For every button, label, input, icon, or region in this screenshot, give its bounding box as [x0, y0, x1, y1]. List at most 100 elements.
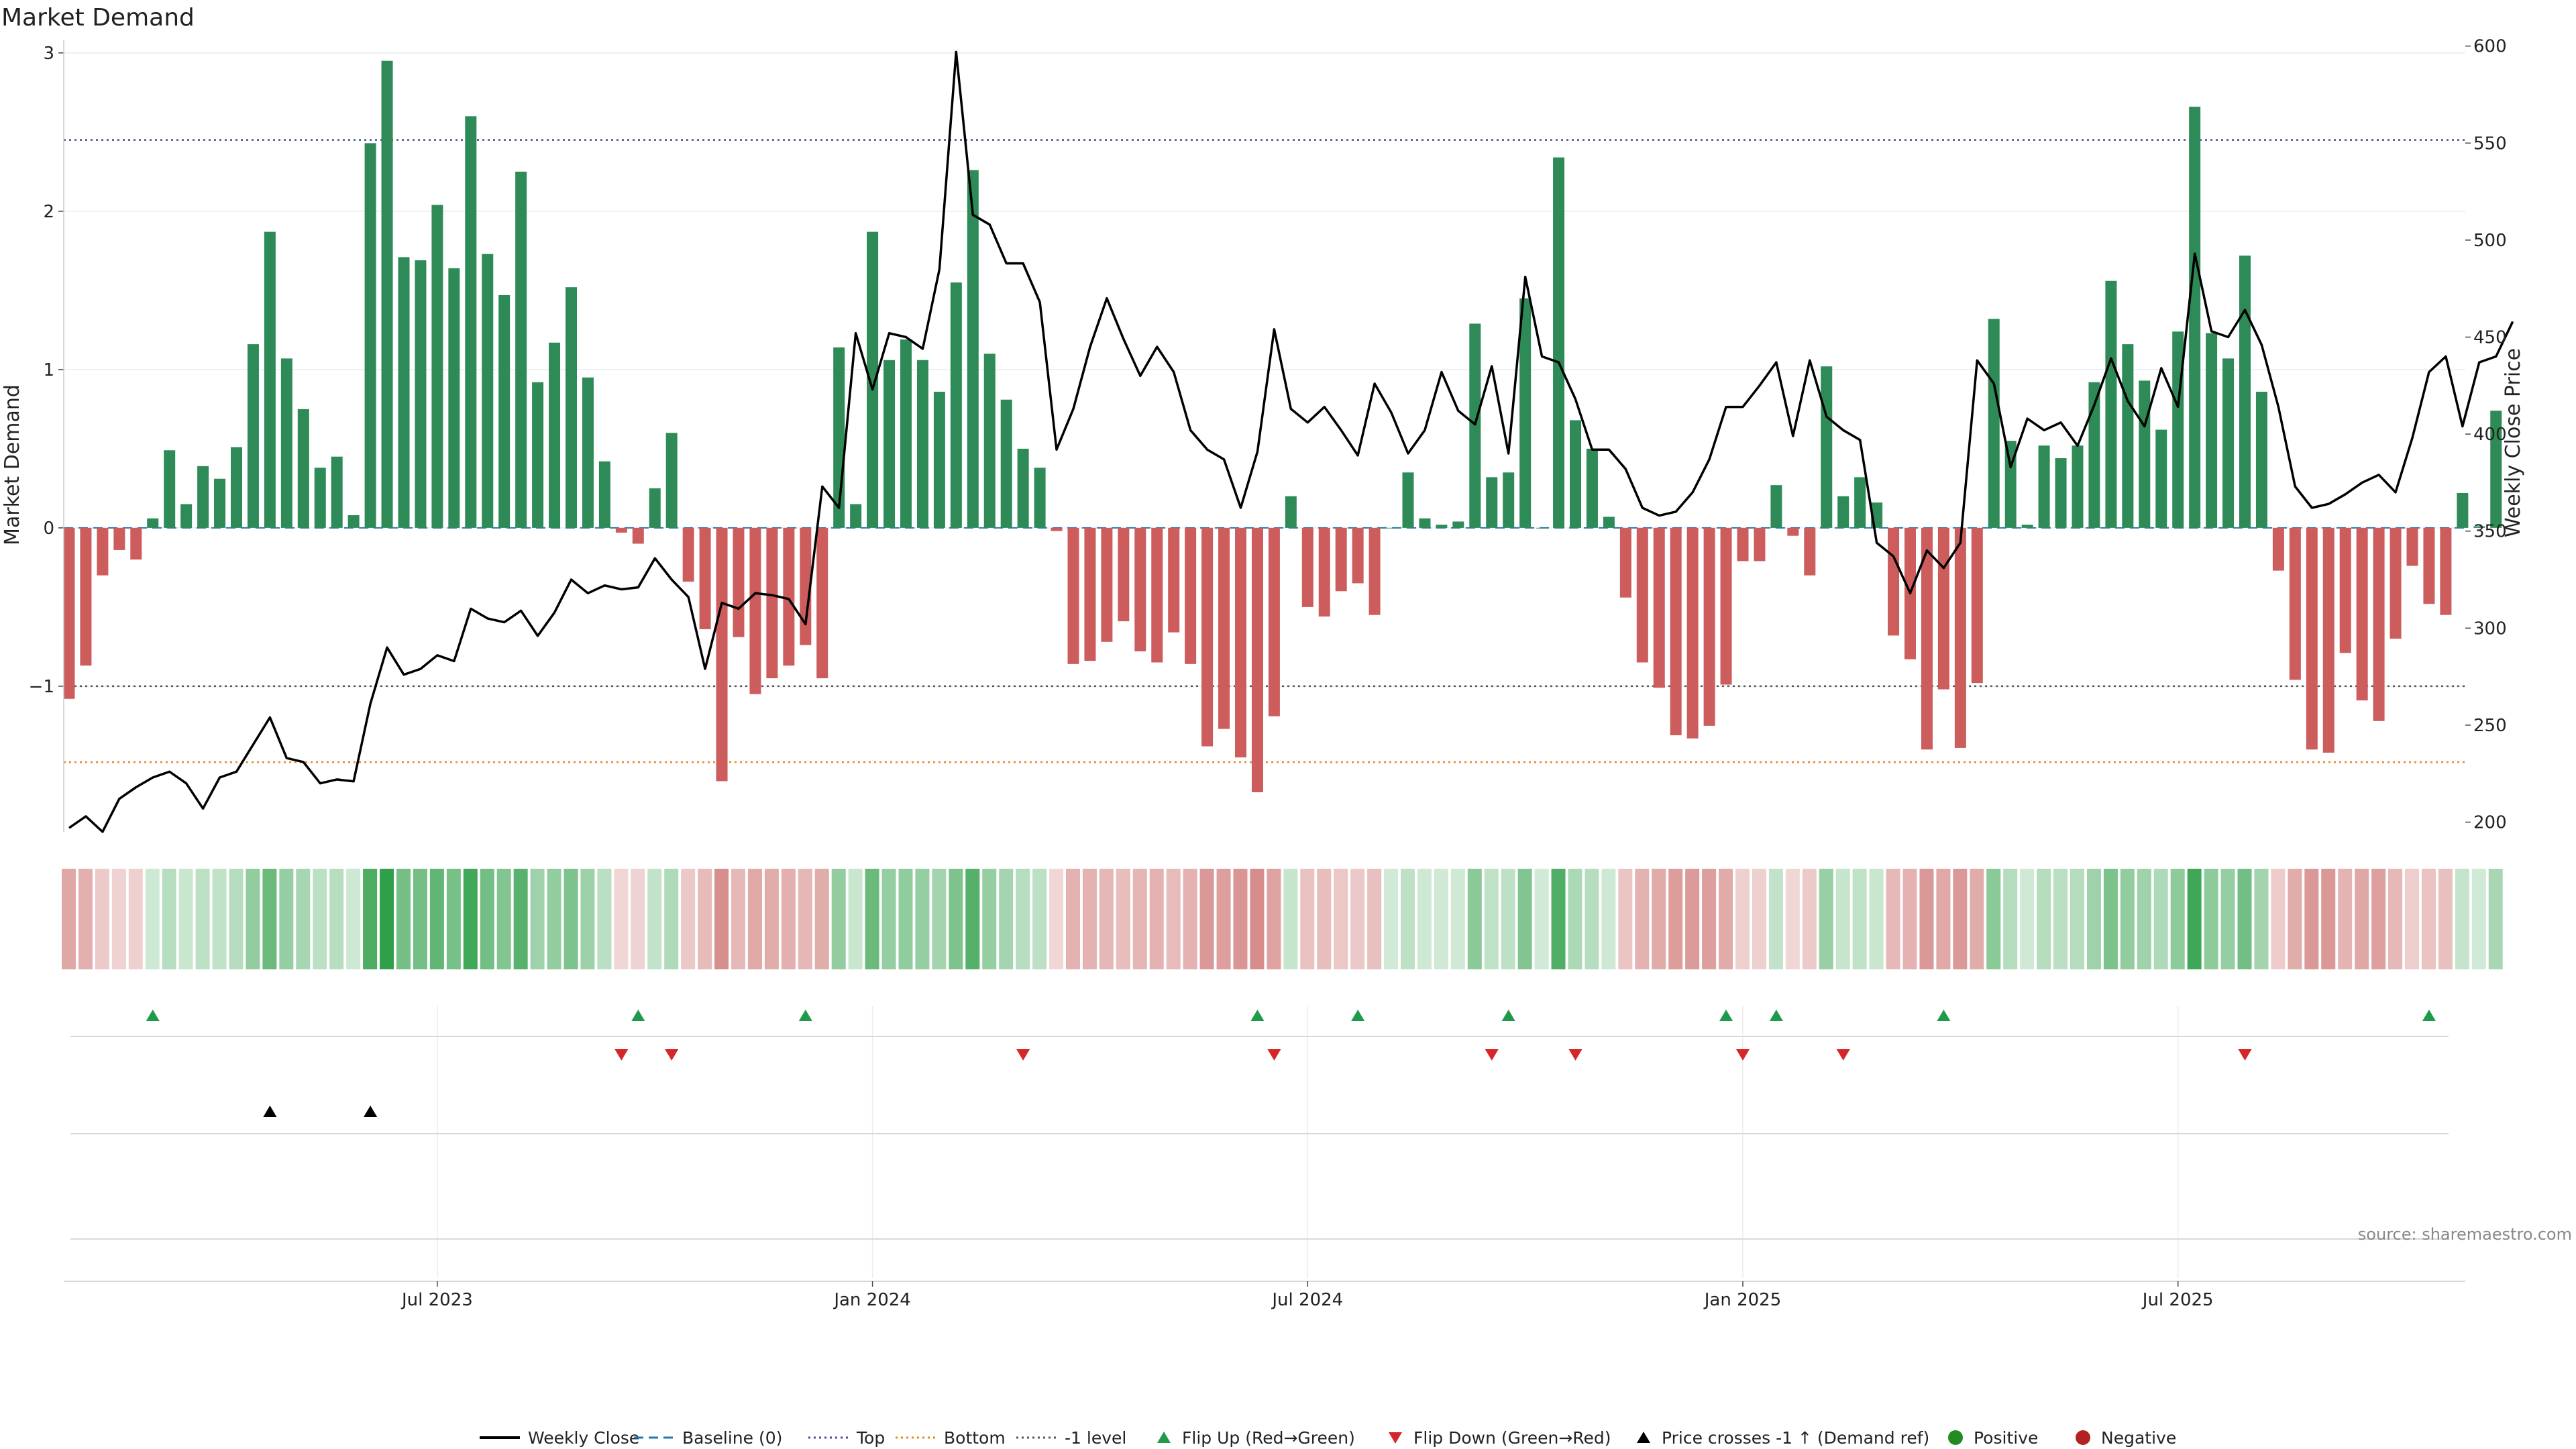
demand-bar — [2004, 441, 2017, 528]
demand-bar — [699, 527, 711, 629]
demand-bar — [180, 504, 193, 528]
flip-down-marker — [2238, 1049, 2252, 1061]
x-tick-label: Jan 2025 — [1703, 1290, 1782, 1310]
legend-label: Weekly Close — [528, 1428, 639, 1448]
heat-cell — [999, 869, 1014, 969]
demand-bar — [2289, 527, 2301, 680]
demand-bar — [916, 360, 928, 528]
price-cross-marker — [364, 1106, 378, 1117]
heat-cell — [1953, 869, 1968, 969]
demand-bar — [381, 60, 393, 528]
price-cross-marker — [263, 1106, 277, 1117]
heat-cell — [145, 869, 160, 969]
legend-item: Flip Down (Green→Red) — [1389, 1428, 1611, 1448]
heat-cell — [831, 869, 846, 969]
heat-cell — [178, 869, 193, 969]
legend-label: Bottom — [944, 1428, 1006, 1448]
legend-item: Baseline (0) — [634, 1428, 782, 1448]
heat-cell — [413, 869, 427, 969]
demand-bar — [850, 504, 862, 528]
heat-cell — [1585, 869, 1599, 969]
demand-bar — [1503, 472, 1515, 528]
heat-cell — [982, 869, 997, 969]
legend-label: -1 level — [1065, 1428, 1126, 1448]
heat-cell — [111, 869, 126, 969]
demand-bar — [1586, 448, 1598, 528]
heat-cell — [1450, 869, 1465, 969]
heat-cell — [363, 869, 378, 969]
heat-cell — [647, 869, 662, 969]
demand-bar — [1804, 527, 1816, 576]
demand-bar — [749, 527, 761, 694]
heat-cell — [2070, 869, 2084, 969]
heat-cell — [1551, 869, 1566, 969]
flip-up-marker — [1719, 1010, 1733, 1021]
heat-cell — [1350, 869, 1365, 969]
heat-cell — [1735, 869, 1750, 969]
heat-cell — [1835, 869, 1850, 969]
legend-swatch — [2076, 1430, 2090, 1445]
demand-bar — [1988, 319, 2000, 528]
demand-bar — [2038, 445, 2050, 528]
demand-bar — [1067, 527, 1079, 664]
demand-bar — [231, 447, 242, 528]
heat-cell — [195, 869, 210, 969]
legend-label: Top — [856, 1428, 885, 1448]
heat-cell — [78, 869, 93, 969]
demand-bar — [1686, 527, 1699, 739]
heat-cell — [1484, 869, 1499, 969]
heat-cell — [95, 869, 109, 969]
demand-bar — [933, 391, 945, 528]
heat-cell — [2405, 869, 2419, 969]
demand-bar — [1168, 527, 1180, 633]
legend-item: Top — [808, 1428, 885, 1448]
demand-bar — [783, 527, 795, 666]
heat-cell — [2438, 869, 2453, 969]
y-tick-label: 0 — [43, 519, 54, 539]
demand-bar — [2490, 411, 2502, 528]
legend-label: Positive — [1974, 1428, 2038, 1448]
heat-cell — [614, 869, 629, 969]
y2-tick-label: 300 — [2473, 619, 2507, 639]
heat-cell — [2103, 869, 2118, 969]
heat-cell — [1066, 869, 1080, 969]
demand-bar — [364, 143, 376, 528]
heat-cell — [296, 869, 311, 969]
demand-bar — [1368, 527, 1381, 615]
heat-cell — [1752, 869, 1766, 969]
axes: 3 2 1 0 −1 600 550 500 450 400 350 300 250 200 Jul 202… — [29, 37, 2507, 1310]
heat-cell — [496, 869, 511, 969]
demand-bar — [2206, 333, 2218, 528]
demand-bar — [598, 461, 610, 528]
demand-heat-strip — [62, 869, 2503, 969]
demand-bar — [431, 205, 443, 528]
demand-bar — [1318, 527, 1330, 617]
demand-bar — [1419, 518, 1431, 528]
weekly-close-line — [68, 50, 2514, 833]
heat-cell — [1886, 869, 1900, 969]
heat-cell — [380, 869, 394, 969]
y-tick-label: 3 — [43, 44, 54, 64]
demand-bar — [2222, 358, 2235, 528]
demand-bars — [63, 60, 2502, 792]
heat-cell — [865, 869, 879, 969]
heat-cell — [463, 869, 478, 969]
legend-item: Price crosses -1 ↑ (Demand ref) — [1637, 1428, 1929, 1448]
flip-down-marker — [614, 1049, 629, 1061]
demand-bar — [1034, 468, 1046, 528]
demand-bar — [398, 257, 410, 528]
heat-cell — [1367, 869, 1382, 969]
demand-bar — [2088, 382, 2100, 528]
heat-cell — [898, 869, 913, 969]
demand-bar — [415, 260, 427, 528]
heat-cell — [1434, 869, 1448, 969]
heat-cell — [446, 869, 461, 969]
demand-bar — [164, 450, 176, 528]
heat-cell — [631, 869, 645, 969]
heat-cell — [313, 869, 327, 969]
demand-bar — [2406, 527, 2418, 566]
demand-bar — [1218, 527, 1230, 729]
demand-bar — [498, 294, 511, 528]
heat-cell — [1401, 869, 1415, 969]
heat-cell — [1317, 869, 1332, 969]
